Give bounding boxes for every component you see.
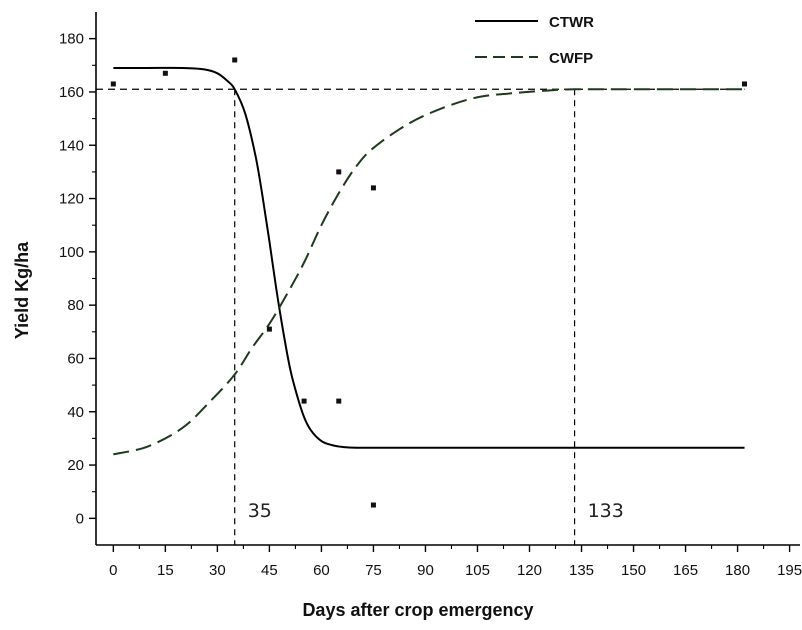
x-tick-label: 15 [157,562,174,579]
data-point [370,185,376,191]
data-points [110,57,748,508]
x-tick-label: 165 [673,562,698,579]
axes: 0 15 30 45 60 75 90 105 120 135 150 165 180 195 0 20 40 6… [59,12,802,579]
data-point [336,398,342,404]
data-point [301,398,307,404]
x-tick-label: 45 [261,562,278,579]
x-tick-label: 105 [465,562,490,579]
y-tick-label: 60 [67,350,84,367]
x-tick-label: 180 [725,562,750,579]
y-tick-label: 160 [59,84,84,101]
y-tick-label: 140 [59,137,84,154]
data-point [370,502,376,508]
y-axis-title: Yield Kg/ha [12,241,32,339]
annotations: 35 133 [248,500,624,522]
x-tick-label: 0 [109,562,117,579]
legend: CTWR CWFP [475,14,594,67]
x-tick-label: 60 [313,562,330,579]
x-tick-label: 135 [569,562,594,579]
data-point [336,169,342,175]
series-line-ctwr [113,66,745,449]
reference-lines [96,88,745,545]
y-tick-label: 100 [59,244,84,261]
y-tick-label: 80 [67,297,84,314]
x-tick-label: 75 [365,562,382,579]
legend-label-cwfp: CWFP [549,50,593,67]
annotation-label: 35 [248,500,272,522]
x-tick-label: 120 [517,562,542,579]
y-tick-label: 40 [67,404,84,421]
series-layer [113,66,745,456]
x-axis-title: Days after crop emergency [302,600,533,620]
legend-label-ctwr: CTWR [549,14,594,31]
data-point [232,57,238,63]
y-tick-label: 20 [67,457,84,474]
x-tick-label: 30 [209,562,226,579]
annotation-label: 133 [588,500,624,522]
data-point [110,81,116,87]
y-tick-label: 0 [76,510,84,527]
x-tick-label: 90 [417,562,434,579]
data-point [266,326,272,332]
x-tick-label: 195 [777,562,802,579]
data-point [162,70,168,76]
x-tick-label: 150 [621,562,646,579]
y-tick-label: 180 [59,31,84,48]
series-line-cwfp [113,88,745,456]
data-point [742,81,748,87]
y-tick-label: 120 [59,191,84,208]
